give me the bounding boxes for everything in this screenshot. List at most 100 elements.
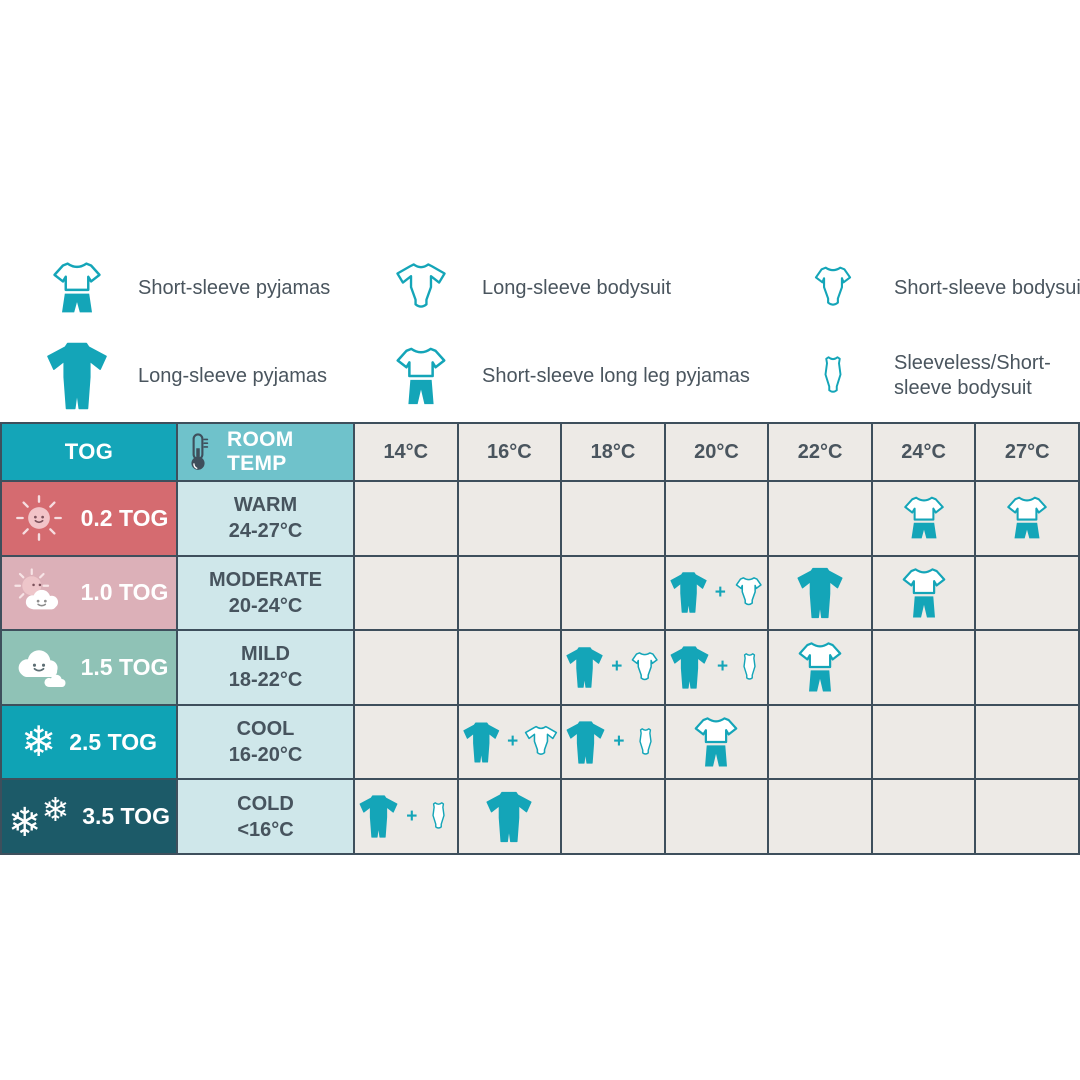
outfit-cell: + xyxy=(562,705,664,779)
plus-sign: + xyxy=(613,731,625,753)
temp-column-header: 16°C xyxy=(458,424,561,480)
temp-column-header: 14°C xyxy=(355,424,457,480)
short-sleeve-bodysuit-icon xyxy=(730,573,767,612)
legend-item: Short-sleeve long leg pyjamas xyxy=(380,336,750,416)
long-sleeve-pyjamas-icon xyxy=(562,644,607,691)
plus-sign: + xyxy=(611,656,623,678)
cloud-icon xyxy=(10,638,68,696)
long-sleeve-pyjamas-icon xyxy=(666,644,713,691)
tog-cell: 1.5 TOG xyxy=(2,631,176,704)
legend-label: Long-sleeve bodysuit xyxy=(482,276,672,299)
outfit-cell xyxy=(976,705,1078,779)
outfit-cell xyxy=(665,482,768,555)
cloud-icon xyxy=(10,638,68,696)
room-temp-cell: WARM 24-27°C xyxy=(178,482,353,555)
legend-label: Long-sleeve pyjamas xyxy=(138,364,327,387)
tog-row-1.5: 1.5 TOG MILD 18-22°C + + xyxy=(2,631,1078,704)
sun-cloud-icon xyxy=(10,564,68,622)
tog-row-1.0: 1.0 TOG MODERATE 20-24°C + xyxy=(2,556,1078,630)
room-temp-range: 16-20°C xyxy=(228,744,303,767)
outfit-cell xyxy=(562,780,664,853)
plus-sign: + xyxy=(716,656,729,678)
outfit-cell xyxy=(458,631,561,704)
short-sleeve-long-leg-pyjamas-icon xyxy=(793,640,847,694)
room-temp-range: 24-27°C xyxy=(228,520,303,543)
outfit-cell xyxy=(769,705,871,779)
long-sleeve-pyjamas-icon xyxy=(562,719,609,766)
room-temp-column-header: ROOM TEMP xyxy=(178,424,353,480)
table-header-row: TOG ROOM TEMP 14°C 16°C 18°C 20°C 22°C 24°C 27… xyxy=(2,424,1078,480)
long-sleeve-pyjamas-icon xyxy=(355,793,402,840)
room-temp-cell: COLD <16°C xyxy=(178,780,353,853)
sun-icon xyxy=(10,489,68,547)
temp-column-header: 27°C xyxy=(976,424,1078,480)
sun-cloud-icon xyxy=(10,564,68,622)
outfit-cell xyxy=(562,556,664,630)
outfit-cell xyxy=(976,556,1078,630)
long-sleeve-pyjamas-icon xyxy=(792,565,848,621)
temp-column-header: 20°C xyxy=(665,424,768,480)
room-temp-range: <16°C xyxy=(237,818,294,841)
long-sleeve-pyjamas-icon xyxy=(666,569,711,616)
outfit-cell: + xyxy=(355,780,457,853)
room-temp-cell: MODERATE 20-24°C xyxy=(178,556,353,630)
short-sleeve-long-leg-pyjamas-icon xyxy=(390,345,452,407)
outfit-cell xyxy=(872,780,975,853)
legend-label: Sleeveless/Short-sleeve bodysuit xyxy=(894,352,1051,399)
temp-column-header: 18°C xyxy=(562,424,664,480)
tog-row-2.5: ❄ 2.5 TOG COOL 16-20°C + + xyxy=(2,705,1078,779)
tog-cell: 1.0 TOG xyxy=(2,556,176,630)
plus-sign: + xyxy=(714,581,726,603)
tog-label: 2.5 TOG xyxy=(69,728,157,755)
outfit-cell: + xyxy=(458,705,561,779)
room-temp-name: COOL xyxy=(236,718,295,741)
tog-column-header: TOG xyxy=(2,424,176,480)
sleeveless-bodysuit-icon xyxy=(732,650,767,685)
tog-row-0.2: 0.2 TOG WARM 24-27°C xyxy=(2,482,1078,555)
outfit-cell xyxy=(769,556,871,630)
outfit-cell xyxy=(769,780,871,853)
legend-item: Short-sleeve pyjamas xyxy=(36,248,330,328)
tog-cell: ❄ ❄ 3.5 TOG xyxy=(2,780,176,853)
tog-cell: ❄ 2.5 TOG xyxy=(2,705,176,779)
legend-item: Long-sleeve bodysuit xyxy=(380,248,750,328)
outfit-cell xyxy=(458,482,561,555)
room-temp-name: COLD xyxy=(237,792,294,815)
outfit-cell: + xyxy=(665,556,768,630)
room-temp-name: MILD xyxy=(241,643,290,666)
outfit-cell xyxy=(355,631,457,704)
sun-icon xyxy=(10,489,68,547)
outfit-cell xyxy=(769,631,871,704)
room-temp-header-label: ROOM TEMP xyxy=(227,428,294,475)
outfit-cell xyxy=(355,705,457,779)
legend-column-2: Long-sleeve bodysuit Short-sleeve long l… xyxy=(380,248,750,416)
outfit-cell xyxy=(355,482,457,555)
room-temp-name: WARM xyxy=(233,494,298,517)
clothing-legend: Short-sleeve pyjamas Long-sleeve pyjamas… xyxy=(0,248,1080,416)
legend-item: Long-sleeve pyjamas xyxy=(36,336,330,416)
snowflake-icon: ❄ xyxy=(21,717,57,767)
short-sleeve-pyjamas-icon xyxy=(1002,493,1052,543)
short-sleeve-pyjamas-icon xyxy=(47,258,107,318)
outfit-cell xyxy=(872,705,975,779)
legend-item: Sleeveless/Short-sleeve bodysuit xyxy=(792,336,1080,416)
legend-label: Short-sleeve pyjamas xyxy=(138,276,331,299)
outfit-cell xyxy=(562,482,664,555)
legend-label: Short-sleeve bodysuit xyxy=(894,276,1080,299)
tog-label: 1.0 TOG xyxy=(80,579,169,606)
outfit-cell xyxy=(872,482,975,555)
outfit-cell xyxy=(769,482,871,555)
long-sleeve-bodysuit-icon xyxy=(522,722,560,762)
room-temp-cell: MILD 18-22°C xyxy=(178,631,353,704)
room-temp-range: 18-22°C xyxy=(228,669,303,692)
long-sleeve-bodysuit-icon xyxy=(392,259,450,317)
short-sleeve-bodysuit-icon xyxy=(626,648,663,687)
outfit-cell xyxy=(976,631,1078,704)
double-snowflake-icon: ❄ ❄ xyxy=(8,790,70,846)
sleeveless-bodysuit-icon xyxy=(809,352,857,400)
tog-label: 3.5 TOG xyxy=(82,803,170,830)
legend-column-3: Short-sleeve bodysuit Sleeveless/Short-s… xyxy=(792,248,1080,416)
outfit-cell xyxy=(458,780,561,853)
tog-row-3.5: ❄ ❄ 3.5 TOG COLD <16°C + xyxy=(2,780,1078,853)
long-sleeve-pyjamas-icon xyxy=(40,339,114,413)
